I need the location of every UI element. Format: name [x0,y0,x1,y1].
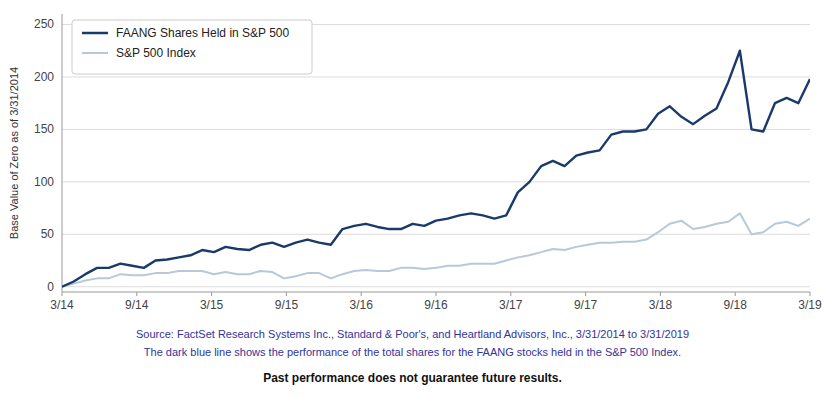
grid-line [62,76,810,77]
y-axis-label: Base Value of Zero as of 3/31/2014 [8,67,20,239]
y-tick-label: 50 [41,227,55,241]
x-axis-line [62,292,810,293]
x-tick [436,292,437,296]
plot-area [62,51,810,287]
grid-line [62,129,810,130]
y-tick-label: 0 [47,280,54,294]
x-tick-label: 9/14 [125,298,149,312]
y-axis-line [62,14,63,292]
x-tick-label: 3/15 [200,298,224,312]
x-tick [361,292,362,296]
x-tick-label: 3/18 [649,298,673,312]
legend-swatch [82,32,108,35]
legend-label: FAANG Shares Held in S&P 500 [116,26,290,40]
x-tick [136,292,137,296]
x-tick-label: 3/14 [50,298,74,312]
annotation: The dark blue line shows the performance… [144,346,681,358]
x-tick-label: 3/19 [798,298,822,312]
x-tick-label: 9/15 [275,298,299,312]
x-tick-label: 9/16 [424,298,448,312]
x-tick [735,292,736,296]
y-tick-label: 150 [34,122,54,136]
y-tick-label: 250 [34,17,54,31]
x-tick [660,292,661,296]
x-tick-label: 9/17 [574,298,598,312]
grid-line [62,286,810,287]
series-line [62,213,810,286]
grid-line [62,181,810,182]
legend-label: S&P 500 Index [116,46,196,60]
x-tick [211,292,212,296]
legend-box [72,20,312,74]
y-tick-label: 100 [34,175,54,189]
x-tick [585,292,586,296]
x-tick [810,292,811,296]
y-tick-label: 200 [34,70,54,84]
series-line [62,51,810,287]
x-tick [62,292,63,296]
legend-swatch [82,52,108,54]
annotation: Source: FactSet Research Systems Inc., S… [136,328,689,340]
grid-line [62,234,810,235]
legend: FAANG Shares Held in S&P 500 S&P 500 Inde… [72,20,312,74]
chart: 0 50 100 150 200 250 3/14 9/14 3/15 9/15 3/16 9/16 3… [0,0,825,412]
x-tick [286,292,287,296]
x-tick-label: 3/16 [350,298,374,312]
x-tick-label: 3/17 [499,298,523,312]
x-tick [510,292,511,296]
x-tick-label: 9/18 [724,298,748,312]
annotation: Past performance does not guarantee futu… [263,371,562,385]
